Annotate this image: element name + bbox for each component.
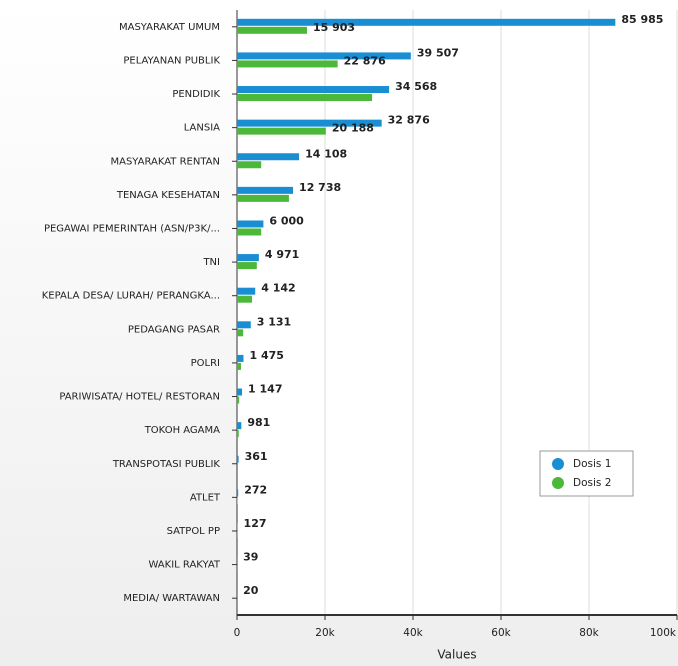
bar	[237, 52, 411, 60]
bar	[237, 220, 264, 228]
value-label: 4 142	[261, 282, 295, 295]
bar	[237, 321, 251, 329]
value-label: 20 188	[332, 122, 374, 135]
value-label: 3 131	[257, 315, 291, 328]
y-tick-label: MEDIA/ WARTAWAN	[123, 593, 220, 604]
y-tick-label: PARIWISATA/ HOTEL/ RESTORAN	[59, 392, 220, 403]
bar	[237, 228, 262, 236]
value-label: 14 108	[305, 147, 347, 160]
bar	[237, 287, 256, 295]
y-tick-label: MASYARAKAT UMUM	[119, 22, 220, 33]
x-tick-label: 40k	[403, 627, 423, 639]
x-tick-label: 60k	[491, 627, 511, 639]
bar	[237, 388, 243, 396]
bar	[237, 422, 242, 430]
y-tick-label: TOKOH AGAMA	[144, 425, 220, 436]
value-label: 6 000	[269, 214, 304, 227]
bar	[237, 186, 294, 194]
y-tick-label: SATPOL PP	[167, 526, 220, 537]
value-label: 1 147	[248, 383, 282, 396]
legend-marker	[552, 477, 564, 489]
bar	[237, 18, 616, 26]
x-axis-title: Values	[437, 648, 476, 662]
x-tick-label: 20k	[315, 627, 335, 639]
y-tick-label: PENDIDIK	[172, 89, 220, 100]
bar	[237, 430, 239, 438]
y-tick-label: POLRI	[191, 358, 220, 369]
bar	[237, 463, 238, 471]
value-label: 39 507	[417, 46, 459, 59]
value-label: 981	[247, 416, 270, 429]
y-tick-label: TNI	[202, 257, 220, 268]
bar	[237, 194, 289, 202]
value-label: 272	[244, 483, 267, 496]
y-tick-label: PEGAWAI PEMERINTAH (ASN/P3K/...	[44, 223, 220, 234]
value-label: 1 475	[249, 349, 283, 362]
value-label: 32 876	[388, 114, 430, 127]
bar	[237, 127, 326, 135]
bar	[237, 455, 239, 463]
value-label: 34 568	[395, 80, 437, 93]
y-tick-label: WAKIL RAKYAT	[148, 560, 220, 571]
bar	[237, 522, 238, 530]
bar	[237, 489, 239, 497]
y-tick-label: PELAYANAN PUBLIK	[123, 55, 220, 66]
bar	[237, 254, 259, 262]
legend-label: Dosis 2	[573, 477, 611, 489]
y-tick-label: MASYARAKAT RENTAN	[110, 156, 220, 167]
legend-marker	[552, 458, 564, 470]
x-tick-label: 80k	[579, 627, 599, 639]
x-tick-label: 0	[234, 627, 241, 639]
legend-box	[539, 450, 634, 497]
bar	[237, 26, 307, 34]
y-tick-label: ATLET	[190, 492, 221, 503]
y-tick-label: PEDAGANG PASAR	[128, 324, 220, 335]
value-label: 22 876	[344, 54, 386, 67]
value-label: 39	[243, 551, 258, 564]
bar	[237, 396, 240, 404]
plot-area	[237, 10, 678, 615]
bar	[237, 262, 257, 270]
bar	[237, 94, 373, 102]
value-label: 15 903	[313, 21, 355, 34]
value-label: 20	[243, 584, 259, 597]
bar	[237, 329, 244, 337]
bar	[237, 362, 241, 370]
x-tick-label: 100k	[650, 627, 677, 639]
value-label: 127	[244, 517, 267, 530]
bar	[237, 119, 382, 127]
bar	[237, 86, 390, 94]
value-label: 4 971	[265, 248, 299, 261]
y-tick-label: LANSIA	[184, 123, 220, 134]
value-label: 12 738	[299, 181, 341, 194]
legend-label: Dosis 1	[573, 458, 611, 470]
y-tick-label: KEPALA DESA/ LURAH/ PERANGKA...	[42, 291, 220, 302]
y-tick-label: TRANSPOTASI PUBLIK	[112, 459, 221, 470]
bar	[237, 153, 300, 161]
bar	[237, 161, 262, 169]
bar	[237, 354, 244, 362]
value-label: 361	[245, 450, 268, 463]
bar	[237, 295, 252, 303]
value-label: 85 985	[621, 13, 663, 26]
bar	[237, 60, 338, 68]
y-tick-label: TENAGA KESEHATAN	[116, 190, 220, 201]
